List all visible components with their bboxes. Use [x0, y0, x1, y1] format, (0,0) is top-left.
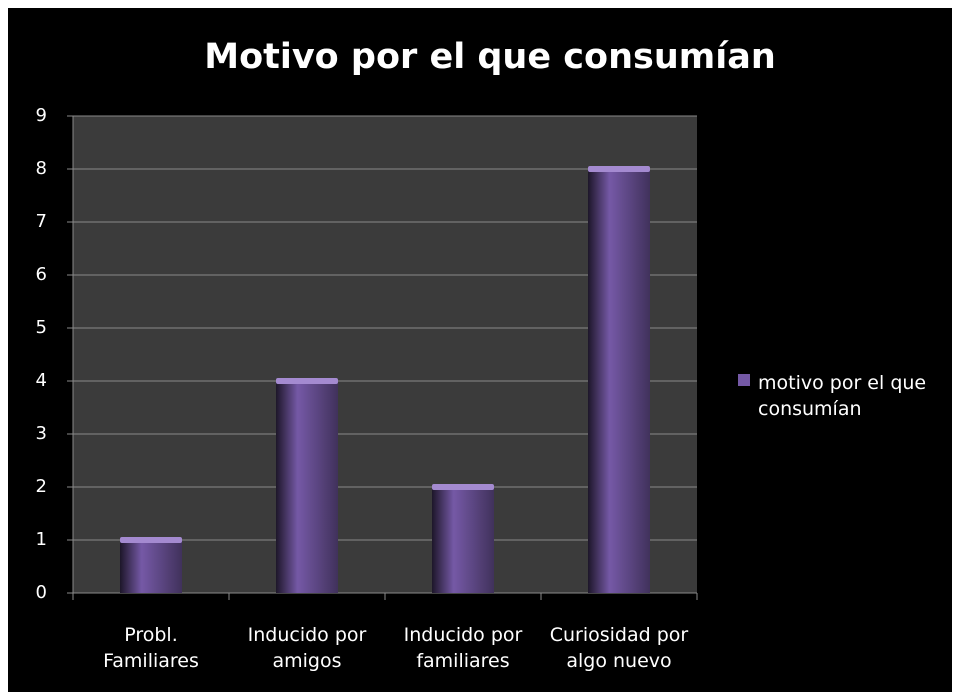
x-tick-label: Inducido por amigos: [247, 624, 367, 672]
bar-top: [120, 537, 182, 543]
y-tick-label: 4: [36, 370, 47, 391]
bar-top: [276, 378, 338, 384]
legend-label: motivo por el que consumían: [758, 372, 927, 420]
y-tick-label: 8: [36, 158, 47, 179]
y-tick-label: 6: [36, 264, 47, 285]
y-tick-label: 0: [36, 582, 47, 603]
legend-swatch: [738, 374, 750, 386]
bar-shade: [276, 381, 338, 593]
bar-top: [432, 484, 494, 490]
bar-top: [588, 166, 650, 172]
y-tick-label: 3: [36, 423, 47, 444]
y-tick-label: 7: [36, 211, 47, 232]
chart-title: Motivo por el que consumían: [204, 37, 775, 77]
y-tick-label: 1: [36, 529, 47, 550]
y-tick-label: 2: [36, 476, 47, 497]
y-tick-label: 5: [36, 317, 47, 338]
x-tick-label: Inducido por familiares: [403, 624, 523, 672]
bar-shade: [432, 487, 494, 593]
y-tick-label: 9: [36, 105, 47, 126]
bar-shade: [588, 169, 650, 593]
x-tick-label: Probl. Familiares: [103, 624, 199, 672]
bar-shade: [120, 540, 182, 593]
x-tick-label: Curiosidad por algo nuevo: [549, 624, 689, 672]
